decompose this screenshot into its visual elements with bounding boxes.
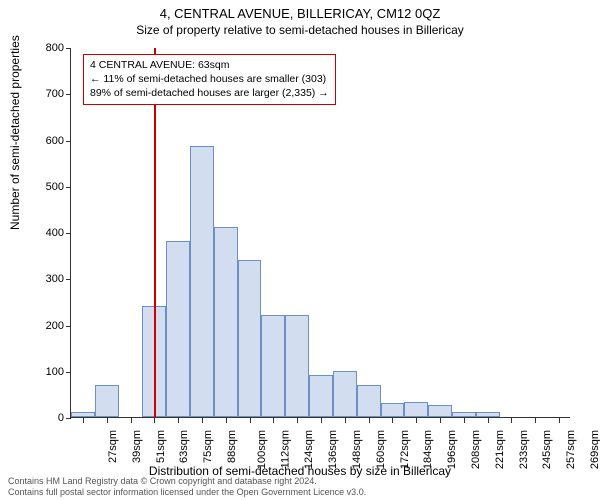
histogram-bar — [404, 402, 428, 417]
x-tick-mark — [131, 418, 132, 423]
x-tick-label: 27sqm — [107, 430, 119, 463]
annotation-line: ← 11% of semi-detached houses are smalle… — [90, 72, 329, 86]
x-tick-label: 88sqm — [226, 430, 238, 463]
histogram-bar — [261, 315, 285, 417]
histogram-bar — [285, 315, 309, 417]
x-tick-mark — [178, 418, 179, 423]
x-tick-mark — [226, 418, 227, 423]
histogram-bar — [428, 405, 452, 417]
chart-title-sub: Size of property relative to semi-detach… — [0, 21, 600, 37]
x-tick-mark — [273, 418, 274, 423]
footer-attribution: Contains HM Land Registry data © Crown c… — [8, 476, 366, 498]
histogram-bar — [190, 146, 214, 417]
x-tick-mark — [488, 418, 489, 423]
histogram-bar — [452, 412, 476, 417]
x-tick-mark — [154, 418, 155, 423]
histogram-bar — [238, 260, 262, 417]
x-tick-mark — [416, 418, 417, 423]
histogram-bar — [333, 371, 357, 417]
histogram-bar — [476, 412, 500, 417]
x-tick-label: 112sqm — [279, 430, 291, 468]
plot-area: 010020030040050060070080027sqm39sqm51sqm… — [70, 48, 570, 418]
x-tick-mark — [392, 418, 393, 423]
footer-line-2: Contains full postal sector information … — [8, 487, 366, 498]
y-tick-mark — [66, 326, 71, 327]
y-tick-mark — [66, 48, 71, 49]
histogram-bar — [357, 385, 381, 417]
x-tick-mark — [297, 418, 298, 423]
x-tick-mark — [321, 418, 322, 423]
y-tick-mark — [66, 141, 71, 142]
x-tick-mark — [107, 418, 108, 423]
histogram-bar — [166, 241, 190, 417]
x-tick-mark — [535, 418, 536, 423]
x-tick-mark — [369, 418, 370, 423]
y-tick-label: 800 — [24, 42, 64, 54]
x-tick-mark — [440, 418, 441, 423]
histogram-bar — [309, 375, 333, 417]
y-tick-mark — [66, 187, 71, 188]
histogram-bar — [381, 403, 405, 417]
x-tick-mark — [202, 418, 203, 423]
chart-title-main: 4, CENTRAL AVENUE, BILLERICAY, CM12 0QZ — [0, 0, 600, 21]
y-tick-mark — [66, 279, 71, 280]
annotation-line: 89% of semi-detached houses are larger (… — [90, 86, 329, 100]
y-tick-label: 600 — [24, 135, 64, 147]
y-tick-label: 300 — [24, 273, 64, 285]
y-tick-mark — [66, 94, 71, 95]
annotation-line: 4 CENTRAL AVENUE: 63sqm — [90, 58, 329, 72]
y-tick-label: 700 — [24, 88, 64, 100]
y-tick-label: 200 — [24, 320, 64, 332]
y-tick-mark — [66, 233, 71, 234]
x-tick-mark — [345, 418, 346, 423]
y-tick-label: 500 — [24, 181, 64, 193]
y-tick-mark — [66, 372, 71, 373]
y-tick-label: 0 — [24, 412, 64, 424]
footer-line-1: Contains HM Land Registry data © Crown c… — [8, 476, 366, 487]
histogram-bar — [95, 385, 119, 417]
x-tick-mark — [464, 418, 465, 423]
chart-container: 010020030040050060070080027sqm39sqm51sqm… — [70, 48, 570, 418]
x-tick-label: 75sqm — [202, 430, 214, 463]
x-tick-mark — [83, 418, 84, 423]
y-axis-label: Number of semi-detached properties — [8, 35, 22, 230]
histogram-bar — [214, 227, 238, 417]
y-tick-label: 400 — [24, 227, 64, 239]
annotation-box: 4 CENTRAL AVENUE: 63sqm← 11% of semi-det… — [83, 54, 336, 105]
histogram-bar — [71, 412, 95, 417]
x-tick-mark — [250, 418, 251, 423]
x-tick-mark — [511, 418, 512, 423]
x-tick-label: 63sqm — [178, 430, 190, 463]
x-tick-label: 39sqm — [131, 430, 143, 463]
x-tick-label: 51sqm — [155, 430, 167, 463]
y-tick-label: 100 — [24, 366, 64, 378]
x-tick-mark — [559, 418, 560, 423]
y-tick-mark — [66, 418, 71, 419]
